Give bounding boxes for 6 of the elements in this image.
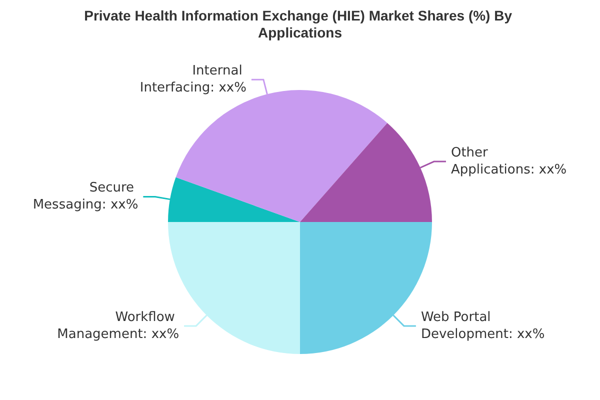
chart-title: Private Health Information Exchange (HIE) Market Shares (%) By Applications: [84, 8, 516, 40]
slice-label: Secure Messaging: xx%: [32, 180, 138, 213]
slice-label: Workflow Management: xx%: [57, 310, 180, 342]
slice-label: Web Portal Development: xx%: [420, 310, 545, 342]
slice-label: Other Applications: xx%: [450, 146, 567, 178]
slice-label: Internal Interfacing: xx%: [140, 64, 246, 96]
